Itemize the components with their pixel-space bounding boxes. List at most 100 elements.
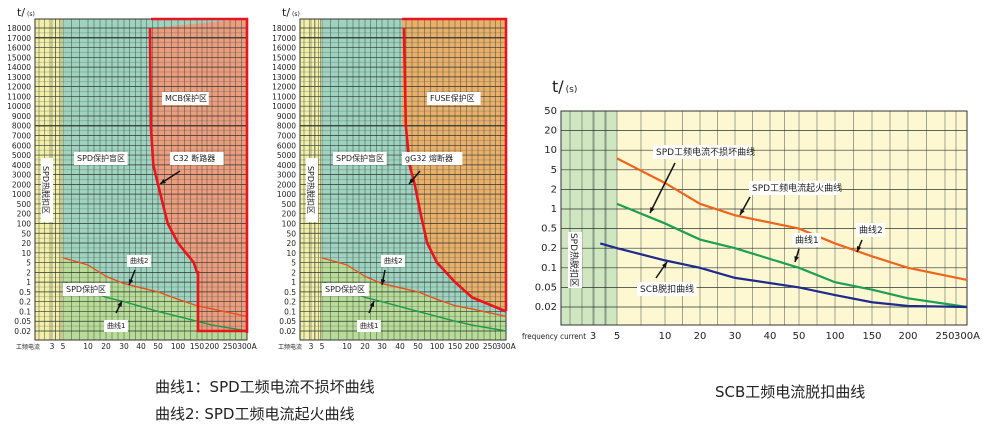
y-tick-label: 200 <box>282 210 297 219</box>
label-breaker-zone: FUSE保护区 <box>427 92 481 105</box>
label-bg <box>306 158 318 222</box>
arrow-curve2-head <box>856 246 862 252</box>
label-blind-zone: SPD保护盲区 <box>333 152 387 165</box>
label-curve-fire-text: SPD工频电流起火曲线 <box>752 182 842 194</box>
y-axis-label: t/(s) <box>552 77 577 96</box>
label-breaker-curve: C32 断路器 <box>170 152 224 165</box>
label-breaker-curve: gG32 熔断器 <box>402 152 463 165</box>
x-tick-label: 3 <box>590 331 596 342</box>
x-tick-label: 40 <box>764 331 777 342</box>
y-tick-label: 20 <box>286 239 296 248</box>
y-tick-label: 1 <box>291 278 296 287</box>
label-blind-zone-bg <box>333 152 387 165</box>
y-tick-label: 18000 <box>272 24 296 33</box>
x-tick-label: 10 <box>83 342 93 351</box>
label-breaker-zone-bg <box>427 92 481 105</box>
x-tick-label: 300A <box>496 342 516 351</box>
label-thermal-trip: SPD热脱扣区 <box>568 232 582 288</box>
label-blind-zone-text: SPD保护盲区 <box>77 153 125 163</box>
y-tick-label: 0.02 <box>14 327 31 336</box>
arrow-curve1-head <box>117 301 122 307</box>
x-tick-label: 5 <box>614 331 620 342</box>
region-thermal-trip <box>561 111 617 325</box>
series-line-1 <box>616 157 968 282</box>
series-line-3 <box>402 27 507 313</box>
label-curve-no-damage-text: SPD工频电流不损坏曲线 <box>656 146 755 158</box>
y-tick-label: 5000 <box>277 151 296 160</box>
y-tick-label: 100 <box>17 219 32 228</box>
series-line-1 <box>321 257 507 318</box>
arrow-curve2-head <box>380 279 386 285</box>
x-tick-label: 150 <box>190 342 205 351</box>
label-text: SPD热脱扣区 <box>41 166 51 214</box>
y-tick-label: 14000 <box>272 63 296 72</box>
y-tick-label: 5 <box>551 165 557 176</box>
label-bg <box>568 232 582 288</box>
x-axis-label: 工频电流 <box>16 343 40 351</box>
x-tick-label: 20 <box>101 342 111 351</box>
y-tick-label: 0.02 <box>535 302 557 313</box>
x-axis-label: frequency current <box>522 332 586 341</box>
y-axis-unit: (s) <box>27 11 35 18</box>
x-tick-label: 150 <box>862 331 881 342</box>
arrow-breaker-head <box>160 179 166 184</box>
region-fuse-upper <box>402 19 506 126</box>
y-tick-label: 500 <box>282 200 297 209</box>
x-tick-label: 30 <box>119 342 129 351</box>
label-curve2-text: 曲线2 <box>384 256 402 265</box>
label-scb-curve: SCB脱扣曲线 <box>637 282 697 296</box>
plot-frame <box>560 110 968 326</box>
x-tick-label: 200 <box>465 342 480 351</box>
y-tick-label: 18000 <box>7 24 31 33</box>
x-tick-label: 3 <box>309 342 314 351</box>
y-tick-label: 1000 <box>277 190 296 199</box>
label-blind-zone-bg <box>74 152 128 165</box>
label-breaker-zone-text: FUSE保护区 <box>430 93 475 103</box>
y-tick-label: 1 <box>26 278 31 287</box>
label-curve1-bg <box>104 320 128 332</box>
series-line-3 <box>599 242 968 309</box>
label-breaker-curve-bg <box>170 152 224 165</box>
y-tick-label: 10 <box>544 145 557 156</box>
y-tick-label: 17000 <box>7 34 31 43</box>
y-tick-label: 1 <box>551 204 557 215</box>
x-tick-label: 5 <box>61 342 66 351</box>
label-scb-curve-text: SCB脱扣曲线 <box>640 283 694 295</box>
y-tick-label: 200 <box>17 210 32 219</box>
y-axis-unit: (s) <box>292 11 300 18</box>
y-tick-label: 0.2 <box>19 298 31 307</box>
label-curve2-text: 曲线2 <box>859 224 883 236</box>
y-tick-label: 0.05 <box>535 282 557 293</box>
y-tick-label: 0.5 <box>284 288 296 297</box>
x-tick-label: 100 <box>171 342 186 351</box>
y-tick-label: 2000 <box>277 180 296 189</box>
label-spd-zone-text: SPD保护区 <box>325 284 365 294</box>
x-tick-label: 250 <box>483 342 498 351</box>
y-tick-label: 7000 <box>277 132 296 141</box>
label-curve-no-damage-bg <box>653 145 751 159</box>
y-tick-label: 500 <box>17 200 32 209</box>
y-tick-label: 2 <box>26 268 31 277</box>
y-tick-label: 10 <box>286 249 296 258</box>
y-tick-label: 17000 <box>272 34 296 43</box>
y-tick-label: 0.05 <box>14 317 31 326</box>
y-tick-label: 0.1 <box>284 307 296 316</box>
x-tick-label: 50 <box>413 342 423 351</box>
x-tick-label: 5 <box>320 342 325 351</box>
x-tick-label: 20 <box>694 331 707 342</box>
y-tick-label: 12000 <box>7 83 31 92</box>
x-tick-label: 40 <box>136 342 146 351</box>
y-tick-label: 20 <box>21 239 31 248</box>
label-curve-fire: SPD工频电流起火曲线 <box>749 181 842 195</box>
label-text: SPD热脱扣区 <box>568 233 580 287</box>
y-tick-label: 0.5 <box>19 288 31 297</box>
chart-3: 50 20 10 5 2 1 0.5 0.2 0.1 0.05 0.02 3 5 10 20 30 40 50 10… <box>522 77 980 342</box>
y-tick-label: 2 <box>551 184 557 195</box>
x-tick-label: 100 <box>430 342 445 351</box>
y-tick-label: 20 <box>544 126 557 137</box>
y-tick-label: 14000 <box>7 63 31 72</box>
x-axis-label: 工频电流 <box>278 343 302 351</box>
series-line-1 <box>62 257 248 318</box>
y-tick-label: 13000 <box>7 73 31 82</box>
